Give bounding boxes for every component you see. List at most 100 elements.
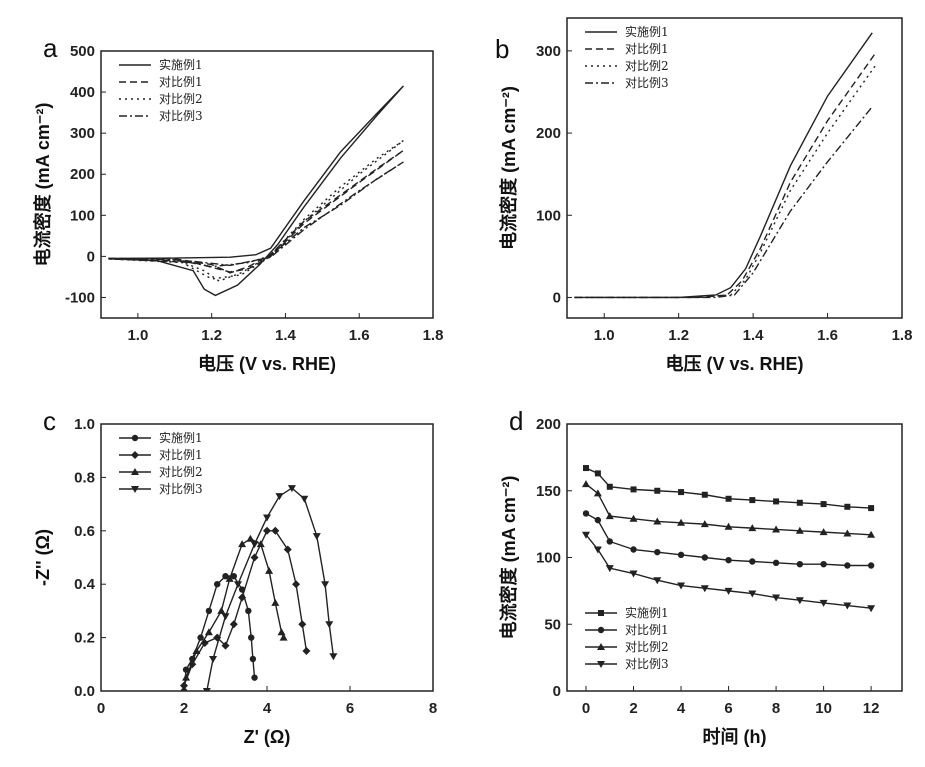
data-point (797, 561, 803, 567)
data-point (583, 510, 589, 516)
y-tick-label: 0 (553, 289, 561, 306)
legend-label: 对比例1 (159, 448, 203, 462)
legend-marker (598, 627, 604, 633)
y-tick-label: 100 (536, 550, 561, 567)
panel-label: a (43, 33, 58, 63)
series-line (186, 539, 284, 678)
y-tick-label: 200 (70, 166, 95, 183)
series-4 (108, 162, 403, 267)
chart-panel-c: c024680.00.20.40.60.81.0Z' (Ω)-Z'' (Ω)实施… (33, 406, 437, 747)
legend-label: 实施例1 (159, 57, 203, 72)
x-tick-label: 6 (724, 700, 732, 717)
data-point (329, 653, 337, 660)
y-tick-label: 0 (553, 683, 561, 700)
x-axis-label: 电压 (V vs. RHE) (198, 353, 336, 374)
data-point (251, 674, 257, 680)
x-tick-label: 2 (629, 700, 637, 717)
data-point (313, 533, 321, 540)
series-4 (574, 107, 872, 298)
legend-label: 对比例2 (625, 640, 669, 654)
data-point (265, 567, 273, 574)
panel-label: d (509, 406, 523, 436)
data-point (631, 486, 637, 492)
data-point (217, 607, 225, 614)
data-point (595, 470, 601, 476)
series-4 (582, 532, 875, 612)
series-2 (180, 527, 310, 690)
x-tick-label: 8 (429, 700, 437, 717)
data-point (214, 581, 220, 587)
data-point (595, 517, 601, 523)
data-point (230, 620, 238, 628)
data-point (678, 552, 684, 558)
figure: a1.01.21.41.61.8-1000100200300400500电压 (… (0, 0, 925, 767)
y-axis-label: 电流密度 (mA cm⁻²) (498, 476, 519, 640)
series-line (574, 33, 872, 298)
legend-label: 对比例1 (625, 623, 669, 637)
data-point (725, 557, 731, 563)
data-point (292, 580, 300, 588)
x-tick-label: 1.0 (594, 327, 615, 344)
series-line (574, 107, 872, 298)
y-tick-label: -100 (65, 289, 95, 306)
data-point (797, 500, 803, 506)
series-line (108, 162, 403, 267)
legend-label: 对比例2 (159, 92, 203, 106)
y-tick-label: 0.4 (74, 576, 96, 593)
series-2 (583, 510, 875, 568)
data-point (606, 512, 614, 519)
y-tick-label: 100 (70, 207, 95, 224)
data-point (607, 484, 613, 490)
chart-panel-a: a1.01.21.41.61.8-1000100200300400500电压 (… (32, 33, 443, 374)
y-tick-label: 400 (70, 84, 95, 101)
data-point (298, 620, 306, 628)
data-point (263, 527, 271, 535)
x-tick-label: 1.4 (275, 327, 297, 344)
data-point (321, 581, 329, 588)
data-point (284, 545, 292, 553)
legend-label: 实施例1 (159, 430, 203, 445)
y-tick-label: 0 (87, 248, 95, 265)
x-tick-label: 0 (97, 700, 105, 717)
data-point (820, 561, 826, 567)
series-1 (181, 573, 258, 694)
plot-frame (101, 51, 433, 318)
legend-label: 对比例2 (625, 59, 669, 73)
y-tick-label: 0.2 (74, 630, 95, 647)
data-point (222, 613, 230, 620)
series-1 (574, 33, 872, 298)
data-point (773, 498, 779, 504)
panel-label: c (43, 406, 56, 436)
x-axis-label: Z' (Ω) (244, 727, 291, 747)
y-axis-label: 电流密度 (mA cm⁻²) (32, 103, 53, 267)
x-axis-label: 时间 (h) (703, 727, 767, 747)
x-tick-label: 1.2 (668, 327, 689, 344)
legend-marker (132, 435, 138, 441)
data-point (726, 496, 732, 502)
legend-label: 对比例2 (159, 465, 203, 479)
data-point (867, 605, 875, 612)
series-line (574, 53, 876, 298)
data-point (250, 656, 256, 662)
data-point (246, 535, 254, 542)
y-tick-label: 50 (544, 616, 561, 633)
y-axis-label: 电流密度 (mA cm⁻²) (498, 86, 519, 250)
y-tick-label: 300 (70, 125, 95, 142)
series-line (574, 65, 876, 298)
data-point (773, 560, 779, 566)
data-point (275, 493, 283, 500)
series-line (207, 488, 334, 691)
series-line (184, 531, 306, 686)
data-point (583, 465, 589, 471)
series-line (586, 468, 871, 508)
data-point (271, 527, 279, 535)
series-4 (203, 485, 338, 695)
chart-panel-b: b1.01.21.41.61.80100200300电压 (V vs. RHE)… (495, 18, 912, 374)
x-tick-label: 1.2 (201, 327, 222, 344)
x-tick-label: 2 (180, 700, 188, 717)
data-point (749, 558, 755, 564)
y-tick-label: 100 (536, 207, 561, 224)
y-axis-label: -Z'' (Ω) (33, 529, 53, 586)
data-point (868, 505, 874, 511)
x-tick-label: 1.6 (349, 327, 370, 344)
